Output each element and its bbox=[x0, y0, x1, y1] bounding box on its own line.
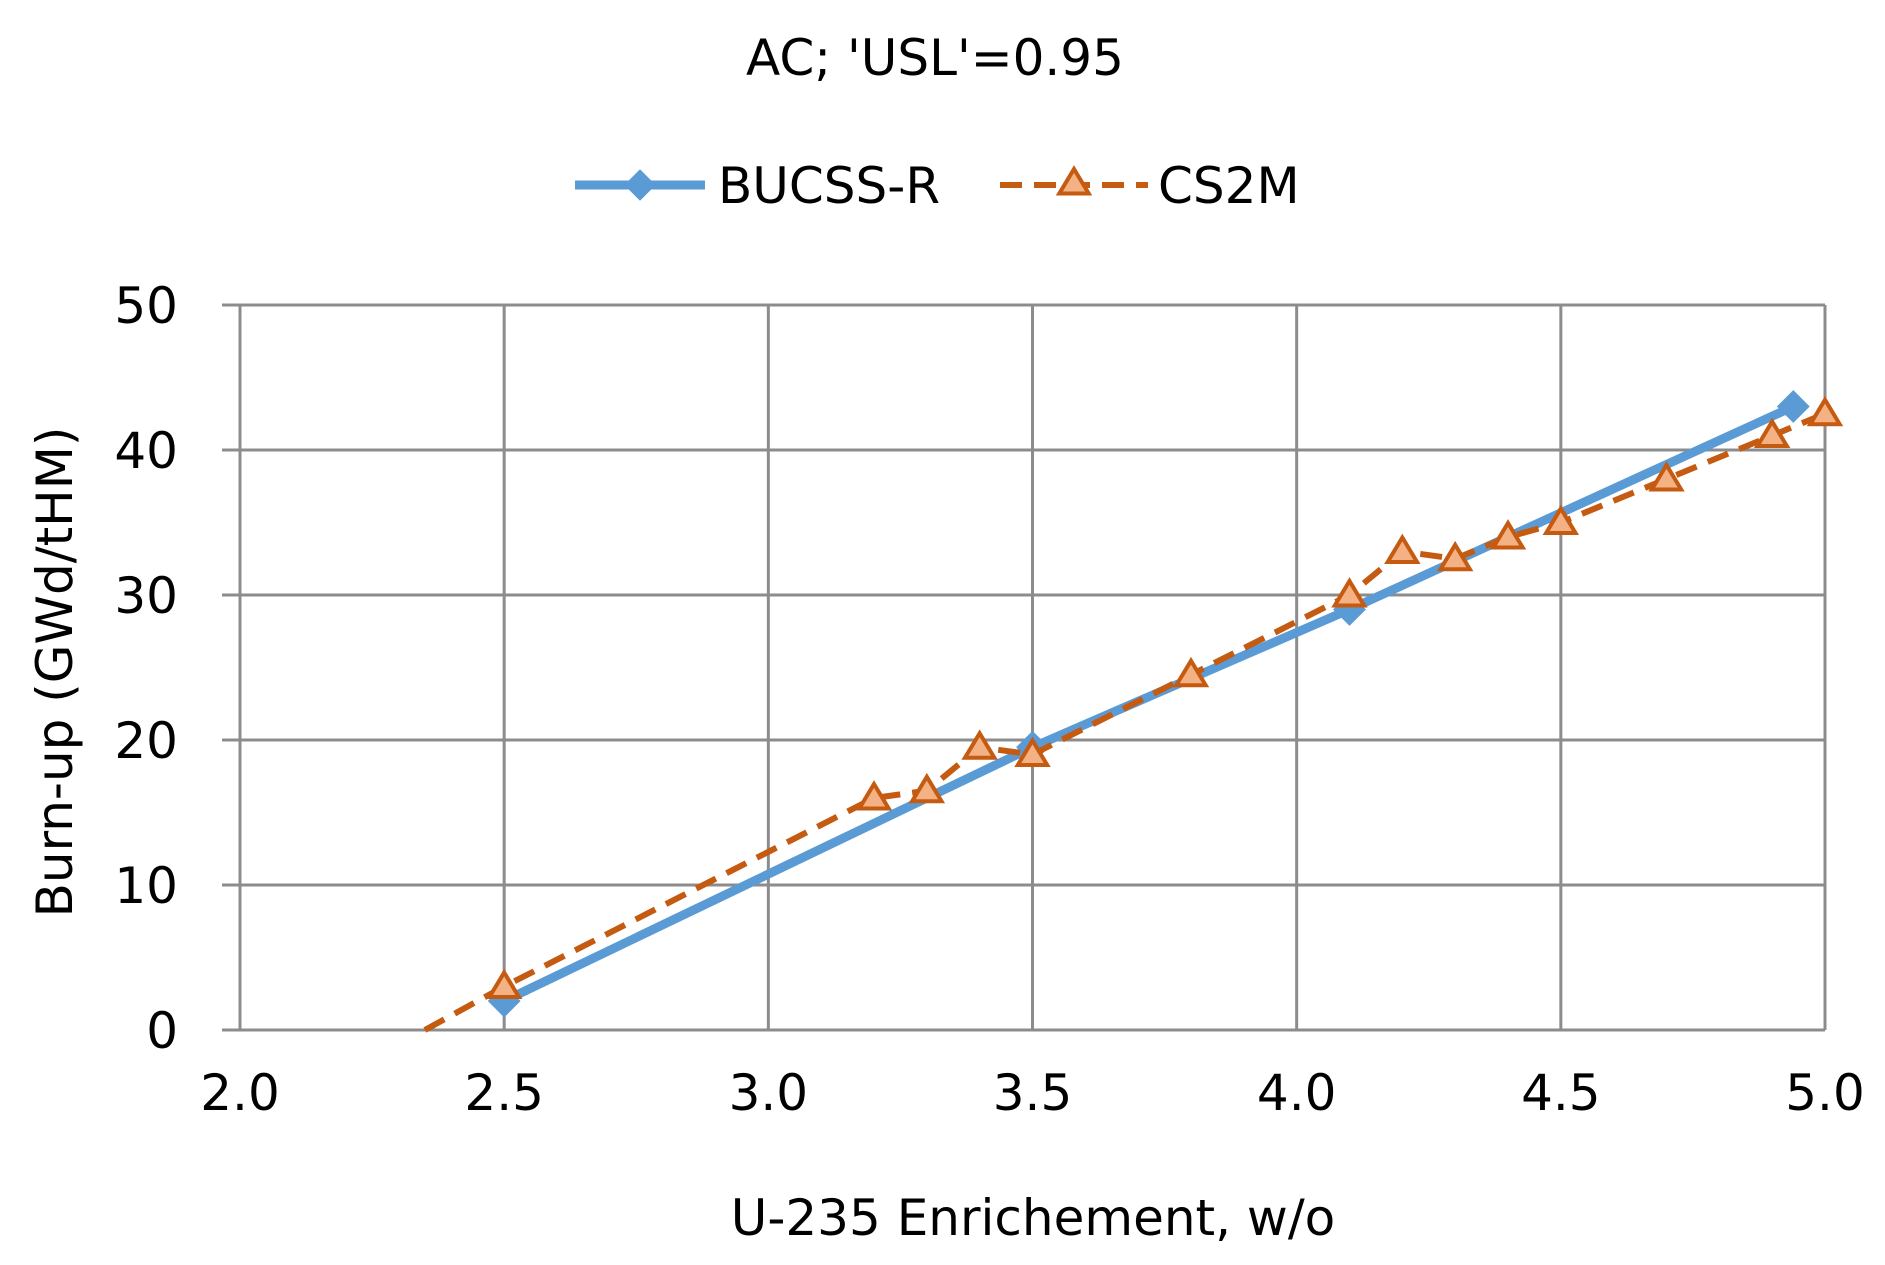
data-point-bucss-r bbox=[1776, 390, 1810, 423]
data-point-cs2m bbox=[1648, 461, 1685, 492]
x-tick-labels: 2.0 2.5 3.0 3.5 4.0 4.5 5.0 bbox=[200, 1064, 1865, 1122]
chart-title: AC; 'USL'=0.95 bbox=[746, 29, 1124, 87]
x-tick-label: 4.5 bbox=[1521, 1064, 1601, 1122]
grid bbox=[222, 303, 1827, 1032]
y-tick-label: 20 bbox=[114, 712, 178, 770]
data-point-cs2m bbox=[485, 968, 523, 999]
y-tick-label: 40 bbox=[114, 422, 178, 480]
series-cs2m bbox=[423, 395, 1844, 1033]
data-point-cs2m bbox=[1806, 395, 1844, 427]
x-tick-label: 4.0 bbox=[1257, 1064, 1337, 1122]
legend-label-cs2m: CS2M bbox=[1158, 157, 1300, 215]
legend: BUCSS-R CS2M bbox=[575, 157, 1300, 215]
x-tick-label: 2.0 bbox=[200, 1064, 280, 1122]
legend-marker-cs2m bbox=[1055, 165, 1093, 196]
data-point-cs2m bbox=[1489, 519, 1527, 550]
x-tick-label: 5.0 bbox=[1785, 1064, 1865, 1122]
x-tick-label: 3.0 bbox=[729, 1064, 809, 1122]
legend-marker-bucss-r bbox=[624, 169, 656, 201]
x-axis-title: U-235 Enrichement, w/o bbox=[731, 1189, 1336, 1247]
legend-item-cs2m: CS2M bbox=[1000, 157, 1300, 215]
y-tick-label: 50 bbox=[114, 277, 178, 335]
data-point-cs2m bbox=[1542, 504, 1580, 535]
x-tick-label: 3.5 bbox=[993, 1064, 1073, 1122]
legend-label-bucss-r: BUCSS-R bbox=[718, 157, 940, 215]
series-bucss-r bbox=[487, 390, 1810, 1018]
data-point-cs2m bbox=[961, 729, 998, 760]
data-point-cs2m bbox=[1172, 656, 1210, 688]
data-point-cs2m bbox=[1384, 533, 1421, 564]
y-axis-title: Burn-up (GWd/tHM) bbox=[26, 427, 84, 918]
series-line-bucss-r bbox=[502, 402, 1796, 1006]
data-point-cs2m bbox=[1436, 540, 1474, 572]
data-point-cs2m bbox=[908, 772, 946, 804]
data-point-cs2m bbox=[1331, 577, 1368, 608]
data-point-cs2m bbox=[855, 780, 893, 811]
data-point-cs2m bbox=[1753, 417, 1791, 448]
y-tick-label: 0 bbox=[146, 1002, 178, 1060]
data-point-cs2m bbox=[1014, 736, 1051, 767]
y-tick-labels: 0 10 20 30 40 50 bbox=[114, 277, 178, 1060]
series-layer bbox=[423, 390, 1844, 1033]
legend-item-bucss-r: BUCSS-R bbox=[575, 157, 940, 215]
y-tick-label: 10 bbox=[114, 857, 178, 915]
x-tick-label: 2.5 bbox=[464, 1064, 544, 1122]
y-tick-label: 30 bbox=[114, 567, 178, 625]
